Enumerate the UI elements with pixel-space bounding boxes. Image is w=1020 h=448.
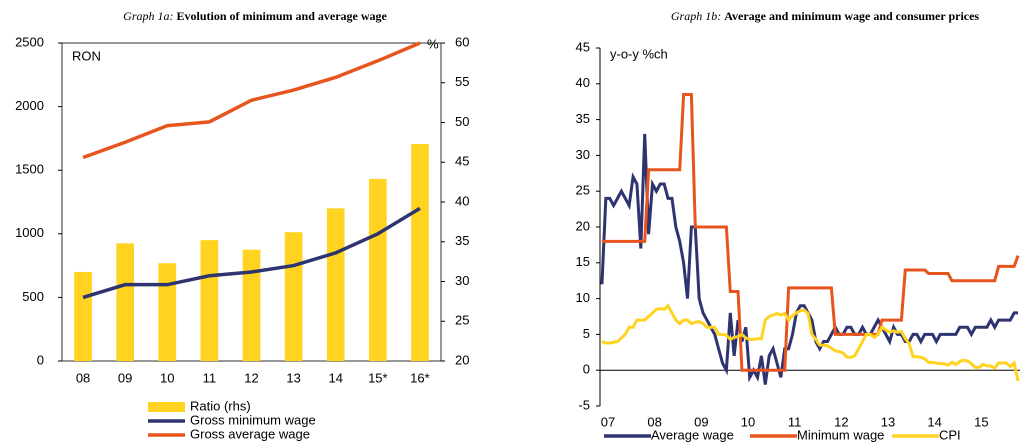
series-line bbox=[82, 206, 421, 300]
bar bbox=[116, 243, 135, 361]
y-tick-label: 2000 bbox=[15, 98, 44, 113]
x-tick-label: 10 bbox=[160, 370, 174, 385]
x-tick-label: 09 bbox=[118, 370, 132, 385]
x-tick-label: 14 bbox=[927, 414, 941, 429]
bar bbox=[200, 240, 219, 361]
y-tick-label: 45 bbox=[576, 39, 590, 54]
y-tick-label: -5 bbox=[578, 397, 590, 412]
y-tick-label: 0 bbox=[583, 362, 590, 377]
bar bbox=[411, 143, 429, 361]
bar bbox=[158, 263, 177, 361]
y-tick-label: 40 bbox=[576, 75, 590, 90]
chart-title: Graph 1b: Average and minimum wage and c… bbox=[640, 10, 1010, 23]
x-tick-label: 11 bbox=[203, 370, 217, 385]
y-tick-label: 35 bbox=[576, 111, 590, 126]
bar bbox=[368, 178, 387, 361]
x-tick-label: 13 bbox=[881, 414, 895, 429]
y-tick-label: 30 bbox=[576, 147, 590, 162]
y-tick-label: 10 bbox=[576, 290, 590, 305]
title-text: Average and minimum wage and consumer pr… bbox=[724, 9, 980, 23]
y2-tick-label: 30 bbox=[455, 273, 469, 288]
title-label: Graph 1a: bbox=[123, 9, 174, 23]
bar bbox=[74, 271, 92, 361]
x-tick-label: 08 bbox=[647, 414, 661, 429]
y2-tick-label: 50 bbox=[455, 114, 469, 129]
title-label: Graph 1b: bbox=[670, 9, 722, 23]
y-tick-label: 5 bbox=[583, 326, 590, 341]
x-tick-label: 15 bbox=[974, 414, 988, 429]
legend-label: Average wage bbox=[651, 427, 734, 442]
y2-tick-label: 25 bbox=[455, 313, 469, 328]
x-tick-label: 12 bbox=[244, 370, 258, 385]
x-tick-label: 15* bbox=[368, 370, 388, 385]
x-tick-label: 14 bbox=[328, 370, 342, 385]
legend-label: Minimum wage bbox=[797, 427, 884, 442]
x-tick-label: 13 bbox=[286, 370, 300, 385]
x-tick-label: 12 bbox=[834, 414, 848, 429]
bar bbox=[284, 232, 303, 361]
y-tick-label: 2500 bbox=[15, 34, 44, 49]
y-tick-label: 0 bbox=[37, 352, 44, 367]
bar bbox=[326, 208, 345, 361]
y2-tick-label: 55 bbox=[455, 74, 469, 89]
y-tick-label: 25 bbox=[576, 183, 590, 198]
legend-label: Ratio (rhs) bbox=[190, 398, 251, 413]
chart-title: Graph 1a: Evolution of minimum and avera… bbox=[60, 10, 450, 23]
x-tick-label: 08 bbox=[76, 370, 90, 385]
y2-tick-label: 20 bbox=[455, 352, 469, 367]
legend-label: Gross minimum wage bbox=[190, 412, 316, 427]
title-text: Evolution of minimum and average wage bbox=[176, 9, 387, 23]
y-tick-label: 500 bbox=[22, 289, 44, 304]
series-line bbox=[600, 133, 1019, 385]
x-tick-label: 09 bbox=[694, 414, 708, 429]
y-tick-label: 1500 bbox=[15, 162, 44, 177]
legend-label: Gross average wage bbox=[190, 426, 310, 441]
legend-label: CPI bbox=[939, 427, 961, 442]
legend-swatch bbox=[148, 402, 185, 412]
x-tick-label: 16* bbox=[410, 370, 430, 385]
y-axis-label: RON bbox=[72, 48, 101, 63]
y2-tick-label: 60 bbox=[455, 34, 469, 49]
x-tick-label: 11 bbox=[788, 414, 802, 429]
y-tick-label: 20 bbox=[576, 218, 590, 233]
y2-tick-label: 35 bbox=[455, 233, 469, 248]
y-tick-label: 1000 bbox=[15, 225, 44, 240]
y-tick-label: 15 bbox=[576, 254, 590, 269]
y2-axis-label: % bbox=[427, 36, 439, 51]
y-axis-label: y-o-y %ch bbox=[610, 46, 668, 61]
bar bbox=[242, 249, 261, 361]
x-tick-label: 10 bbox=[741, 414, 755, 429]
series-line bbox=[82, 41, 421, 160]
series-line bbox=[601, 303, 1020, 382]
y2-tick-label: 45 bbox=[455, 154, 469, 169]
x-tick-label: 07 bbox=[601, 414, 615, 429]
series-line bbox=[601, 93, 1020, 372]
y2-tick-label: 40 bbox=[455, 193, 469, 208]
